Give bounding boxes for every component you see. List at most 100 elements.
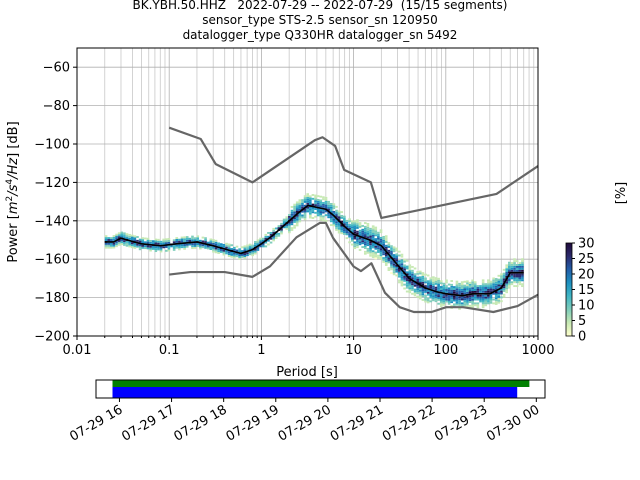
pdf-cell (494, 295, 498, 298)
pdf-cell (144, 245, 147, 248)
pdf-cell (319, 195, 323, 198)
pdf-cell (183, 245, 186, 248)
colorbar-tick-label: 25 (578, 252, 595, 267)
pdf-cell (413, 282, 417, 285)
pdf-cell (188, 243, 192, 246)
pdf-cell (112, 235, 116, 237)
pdf-cell (434, 279, 438, 281)
pdf-cell (408, 285, 412, 288)
pdf-cell (285, 225, 289, 228)
pdf-cell (329, 204, 333, 207)
pdf-cell (463, 301, 467, 304)
pdf-cell (395, 253, 399, 256)
pdf-cell (345, 229, 349, 232)
pdf-cell (172, 239, 176, 242)
pdf-cell (191, 239, 194, 242)
pdf-cell (450, 295, 454, 298)
pdf-cell (418, 276, 422, 279)
pdf-cell (458, 307, 461, 310)
pdf-cell (429, 292, 433, 295)
pdf-cell (201, 236, 205, 239)
pdf-cell (353, 226, 357, 228)
pdf-cell (117, 232, 121, 235)
pdf-cell (353, 247, 357, 250)
pdf-cell (458, 290, 461, 293)
pdf-cell (374, 240, 378, 243)
colorbar-gradient (565, 242, 573, 337)
pdf-cell (429, 277, 433, 280)
pdf-cell (254, 248, 257, 251)
pdf-cell (466, 280, 469, 283)
pdf-cell (353, 229, 357, 232)
pdf-cell (138, 240, 142, 243)
pdf-cell (272, 231, 275, 234)
pdf-cell (502, 286, 506, 289)
pdf-cell (303, 214, 307, 217)
pdf-cell (411, 289, 414, 291)
pdf-cell (151, 247, 155, 250)
pdf-cell (471, 281, 474, 284)
pdf-cell (109, 246, 113, 249)
pdf-cell (162, 240, 165, 243)
pdf-cell (162, 238, 165, 241)
pdf-cell (288, 227, 291, 230)
coverage-tick-label: 07-29 16 (67, 402, 125, 444)
pdf-cell (363, 247, 367, 249)
pdf-cell (193, 244, 197, 247)
colorbar-tick-label: 20 (578, 268, 595, 283)
pdf-cell (515, 267, 519, 270)
pdf-cell (335, 221, 338, 224)
pdf-cell (494, 285, 498, 288)
pdf-cell (109, 237, 113, 240)
pdf-cell (280, 224, 283, 227)
pdf-cell (125, 244, 129, 247)
pdf-cell (238, 254, 241, 256)
pdf-cell (492, 279, 495, 282)
pdf-cell (494, 287, 498, 290)
pdf-cell (502, 295, 506, 298)
pdf-cell (290, 229, 294, 231)
pdf-cell (246, 244, 249, 247)
pdf-cell (434, 288, 438, 291)
pdf-cell (358, 224, 362, 226)
pdf-cell (445, 296, 448, 299)
pdf-cell (392, 265, 396, 268)
pdf-cell (298, 206, 302, 209)
pdf-cell (290, 223, 294, 226)
pdf-cell (136, 243, 139, 246)
pdf-cell (460, 281, 464, 284)
pdf-cell (400, 267, 404, 270)
pdf-cell (468, 291, 472, 294)
pdf-cell (298, 203, 302, 206)
pdf-cell (112, 236, 116, 239)
pdf-cell (146, 239, 150, 242)
pdf-cell (497, 280, 501, 283)
pdf-cell (343, 229, 346, 232)
pdf-cell (233, 246, 236, 249)
pdf-cell (473, 290, 477, 293)
pdf-cell (185, 238, 189, 240)
pdf-cell (418, 282, 422, 285)
pdf-cell (492, 298, 495, 301)
pdf-cell (521, 283, 524, 286)
pdf-cell (473, 288, 477, 291)
pdf-cell (353, 245, 357, 248)
pdf-cell (306, 200, 309, 203)
pdf-cell (282, 220, 286, 223)
y-tick-label: −180 (34, 291, 70, 306)
pdf-cell (403, 264, 406, 267)
pdf-cell (466, 297, 469, 300)
pdf-cell (295, 220, 299, 223)
pdf-cell (382, 257, 385, 260)
pdf-cell (387, 242, 391, 245)
pdf-cell (377, 239, 380, 242)
pdf-cell (280, 222, 283, 225)
pdf-cell (411, 287, 414, 290)
pdf-cell (476, 294, 480, 297)
pdf-cell (377, 254, 380, 257)
pdf-cell (421, 299, 425, 301)
pdf-cell (298, 199, 302, 202)
pdf-cell (439, 287, 443, 290)
pdf-cell (484, 300, 488, 303)
pdf-cell (240, 255, 244, 258)
